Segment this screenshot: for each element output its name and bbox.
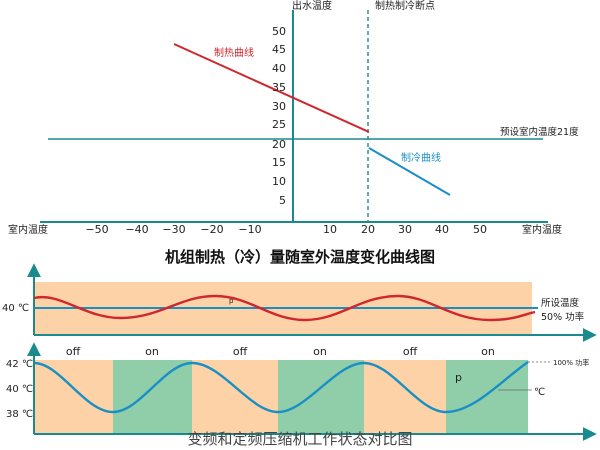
x-tick: 30 bbox=[398, 223, 412, 236]
y-tick: 15 bbox=[272, 156, 286, 169]
y-tick: 10 bbox=[272, 175, 286, 188]
chart-title-2: 变频和定频压缩机工作状态对比图 bbox=[187, 430, 413, 448]
state-label: on bbox=[145, 345, 159, 358]
x-tick: −50 bbox=[85, 223, 108, 236]
x-ticks: −50 −40 −30 −20 −10 10 20 30 40 50 bbox=[85, 223, 487, 236]
state-label: off bbox=[403, 345, 418, 358]
cooling-curve bbox=[368, 147, 451, 196]
heating-curve bbox=[173, 43, 370, 133]
fixed-y-label: 38 ℃ bbox=[6, 409, 33, 420]
preset-temperature-label: 预设室内温度21度 bbox=[500, 126, 579, 138]
chart-title-1: 机组制热（冷）量随室外温度变化曲线图 bbox=[164, 248, 435, 266]
y-tick: 30 bbox=[272, 100, 286, 113]
inverter-power-label: 50% 功率 bbox=[541, 311, 585, 323]
y-tick: 5 bbox=[279, 194, 286, 207]
fixed-y-label: 42 ℃ bbox=[6, 359, 33, 370]
top-chart: 5 10 15 20 25 30 35 40 45 50 −50 −40 −30… bbox=[8, 0, 579, 236]
y-axis-title: 出水温度 bbox=[292, 0, 332, 12]
y-tick: 20 bbox=[272, 138, 286, 151]
fixed-point-label: p bbox=[455, 371, 462, 384]
y-tick: 25 bbox=[272, 118, 286, 131]
fixed-temperature-wave bbox=[33, 361, 529, 414]
fixed-y-labels: 42 ℃ 40 ℃ 38 ℃ bbox=[6, 359, 33, 420]
x-tick: 50 bbox=[473, 223, 487, 236]
cooling-curve-label: 制冷曲线 bbox=[401, 151, 441, 164]
y-tick: 40 bbox=[272, 62, 286, 75]
switch-point-label: 制热制冷断点 bbox=[375, 0, 435, 12]
fixed-speed-chart: 42 ℃ 40 ℃ 38 ℃ off on off on off on 100%… bbox=[6, 342, 597, 441]
state-band-on bbox=[278, 360, 364, 434]
y-tick: 45 bbox=[272, 43, 286, 56]
heating-curve-label: 制热曲线 bbox=[214, 46, 254, 59]
state-band-off bbox=[364, 360, 446, 434]
x-tick: −30 bbox=[162, 223, 185, 236]
fixed-y-label: 40 ℃ bbox=[6, 384, 33, 395]
inverter-point-label: p bbox=[229, 297, 234, 305]
state-label: off bbox=[233, 345, 248, 358]
x-tick: 20 bbox=[361, 223, 375, 236]
state-band-on bbox=[113, 360, 192, 434]
state-band-off bbox=[34, 360, 113, 434]
fixed-temp-label: ℃ bbox=[534, 387, 545, 398]
inverter-temperature-wave bbox=[33, 294, 536, 322]
y-tick: 35 bbox=[272, 81, 286, 94]
x-tick: −20 bbox=[200, 223, 223, 236]
x-tick: 10 bbox=[323, 223, 337, 236]
inverter-y-label: 40 ℃ bbox=[2, 303, 29, 314]
x-axis-label-right: 室内温度 bbox=[522, 223, 562, 236]
fixed-power-label: 100% 功率 bbox=[553, 358, 589, 367]
setpoint-label: 所设温度 bbox=[541, 297, 580, 309]
state-label: off bbox=[66, 345, 81, 358]
state-label: on bbox=[481, 345, 495, 358]
x-tick: −10 bbox=[238, 223, 261, 236]
state-label: on bbox=[313, 345, 327, 358]
x-tick: −40 bbox=[125, 223, 148, 236]
state-band-off bbox=[192, 360, 278, 434]
state-labels: off on off on off on bbox=[66, 345, 495, 358]
x-axis-label-left: 室内温度 bbox=[8, 223, 48, 236]
y-tick: 50 bbox=[272, 25, 286, 38]
inverter-chart: 40 ℃ p 所设温度 50% 功率 bbox=[2, 263, 597, 342]
x-tick: 40 bbox=[435, 223, 449, 236]
y-ticks: 5 10 15 20 25 30 35 40 45 50 bbox=[272, 25, 286, 207]
